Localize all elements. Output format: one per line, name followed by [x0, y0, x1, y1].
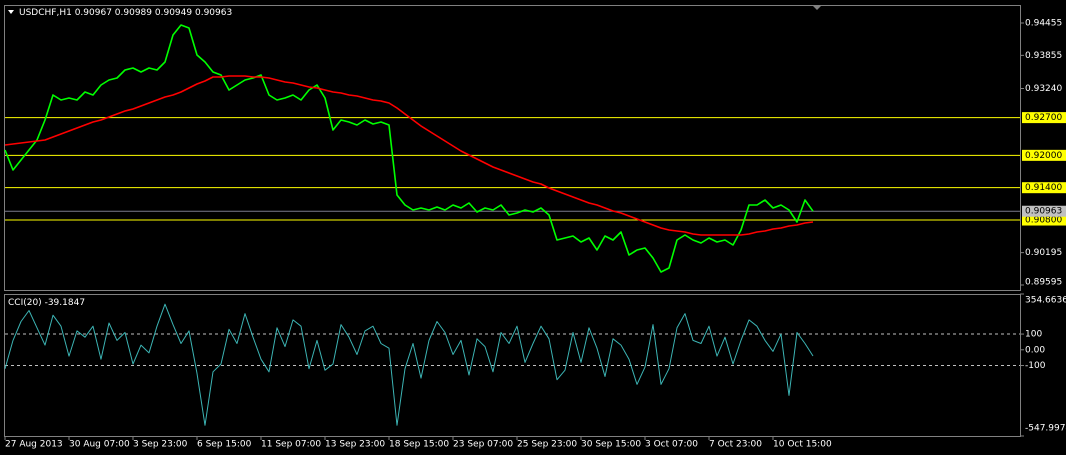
x-tick-label: 3 Sep 23:00: [133, 440, 188, 450]
y-tick-label: 0.89595: [1025, 278, 1062, 288]
indicator-value: -39.1847: [45, 298, 85, 308]
level-label: 0.91400: [1025, 183, 1062, 193]
series-line: [4, 75, 814, 236]
indicator-name: CCI(20): [8, 298, 42, 308]
last-price-label: 0.90963: [1025, 207, 1062, 217]
series-line: [4, 24, 814, 273]
ohlc-close: 0.90963: [195, 8, 232, 18]
y-tick-label: 0.93855: [1025, 51, 1062, 61]
y-tick-label: 0.93240: [1025, 84, 1062, 94]
x-tick-label: 11 Sep 07:00: [261, 440, 321, 450]
x-tick-label: 3 Oct 07:00: [645, 440, 698, 450]
menu-arrow: [8, 10, 14, 14]
chart-header: USDCHF,H1 0.90967 0.90989 0.90949 0.9096…: [19, 8, 232, 18]
level-label-bg: [1022, 182, 1066, 194]
cci-header: CCI(20) -39.1847: [8, 298, 85, 308]
y-tick-label: 0.94455: [1025, 19, 1062, 29]
level-label: 0.92000: [1025, 151, 1062, 161]
x-tick-label: 23 Sep 07:00: [453, 440, 513, 450]
y-tick-label: -547.9974: [1025, 424, 1066, 434]
y-tick-label: 0.90195: [1025, 248, 1062, 258]
x-tick-label: 30 Aug 07:00: [69, 440, 130, 450]
symbol: USDCHF,H1: [19, 8, 72, 18]
y-tick-label: -100: [1025, 361, 1046, 371]
x-tick-label: 27 Aug 2013: [5, 440, 63, 450]
ohlc-open: 0.90967: [75, 8, 112, 18]
x-tick-label: 6 Sep 15:00: [197, 440, 252, 450]
x-tick-label: 10 Oct 15:00: [773, 440, 832, 450]
level-label: 0.90800: [1025, 216, 1062, 226]
x-tick-label: 13 Sep 23:00: [325, 440, 385, 450]
x-tick-label: 7 Oct 23:00: [709, 440, 762, 450]
series-line: [4, 303, 814, 426]
ohlc-high: 0.90989: [115, 8, 152, 18]
last-price-bg: [1022, 205, 1066, 217]
x-tick-label: 25 Sep 23:00: [517, 440, 577, 450]
y-tick-label: 100: [1025, 330, 1042, 340]
x-tick-label: 30 Sep 15:00: [581, 440, 641, 450]
x-tick-label: 18 Sep 15:00: [389, 440, 449, 450]
y-tick-label: 0.00: [1025, 345, 1045, 355]
level-label-bg: [1022, 149, 1066, 161]
level-label-bg: [1022, 214, 1066, 226]
level-label: 0.92700: [1025, 113, 1062, 123]
shift-marker: [812, 5, 822, 10]
ohlc-low: 0.90949: [155, 8, 192, 18]
price-panel-frame: [4, 5, 1021, 291]
level-label-bg: [1022, 112, 1066, 124]
y-tick-label: 354.6636: [1025, 296, 1066, 306]
